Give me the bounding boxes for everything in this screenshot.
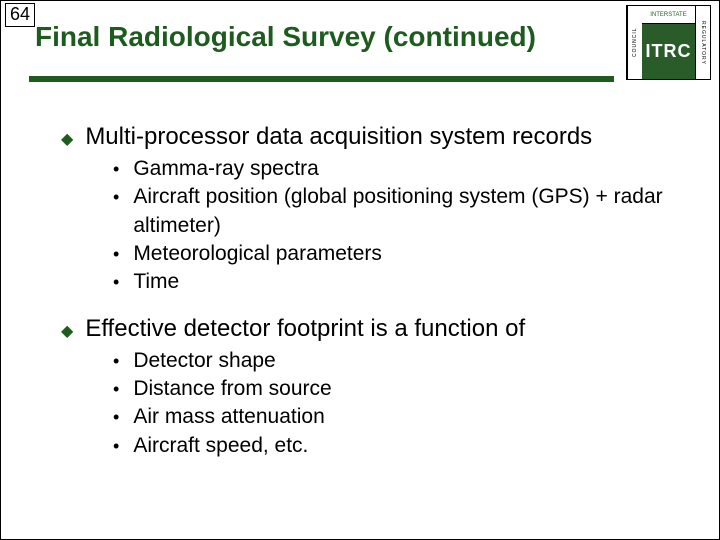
sub-bullet-text: Aircraft position (global positioning sy… [133,183,679,240]
dot-bullet-icon: • [113,349,119,373]
bullet-level1: ◆ Effective detector footprint is a func… [61,315,679,343]
sub-bullet-group: • Detector shape • Distance from source … [113,347,679,460]
bullet-level2: • Time [113,268,679,296]
dot-bullet-icon: • [113,185,119,209]
logo-mid: INTERSTATE ITRC [642,6,695,79]
bullet-text: Multi-processor data acquisition system … [85,123,592,151]
sub-bullet-text: Aircraft speed, etc. [133,432,679,460]
dot-bullet-icon: • [113,434,119,458]
bullet-level2: • Aircraft speed, etc. [113,432,679,460]
sub-bullet-text: Gamma-ray spectra [133,155,679,183]
dot-bullet-icon: • [113,377,119,401]
bullet-level1: ◆ Multi-processor data acquisition syste… [61,123,679,151]
itrc-logo: COUNCIL INTERSTATE ITRC REGULATORY [626,5,711,80]
dot-bullet-icon: • [113,270,119,294]
sub-bullet-text: Meteorological parameters [133,240,679,268]
logo-top-text: INTERSTATE [642,6,695,24]
sub-bullet-text: Time [133,268,679,296]
dot-bullet-icon: • [113,405,119,429]
diamond-bullet-icon: ◆ [61,129,73,149]
sub-bullet-text: Detector shape [133,347,679,375]
sub-bullet-group: • Gamma-ray spectra • Aircraft position … [113,155,679,297]
bullet-level2: • Gamma-ray spectra [113,155,679,183]
content-area: ◆ Multi-processor data acquisition syste… [61,123,679,478]
sub-bullet-text: Distance from source [133,375,679,403]
bullet-level2: • Detector shape [113,347,679,375]
logo-left-text: COUNCIL [627,6,642,79]
dot-bullet-icon: • [113,157,119,181]
logo-center-text: ITRC [642,24,695,79]
slide-title: Final Radiological Survey (continued) [35,21,536,53]
sub-bullet-text: Air mass attenuation [133,403,679,431]
logo-right-text: REGULATORY [695,6,710,79]
bullet-level2: • Air mass attenuation [113,403,679,431]
bullet-level2: • Distance from source [113,375,679,403]
page-number: 64 [5,3,35,27]
title-underline [29,76,614,82]
dot-bullet-icon: • [113,242,119,266]
bullet-level2: • Aircraft position (global positioning … [113,183,679,240]
diamond-bullet-icon: ◆ [61,321,73,341]
bullet-text: Effective detector footprint is a functi… [85,315,525,343]
bullet-level2: • Meteorological parameters [113,240,679,268]
